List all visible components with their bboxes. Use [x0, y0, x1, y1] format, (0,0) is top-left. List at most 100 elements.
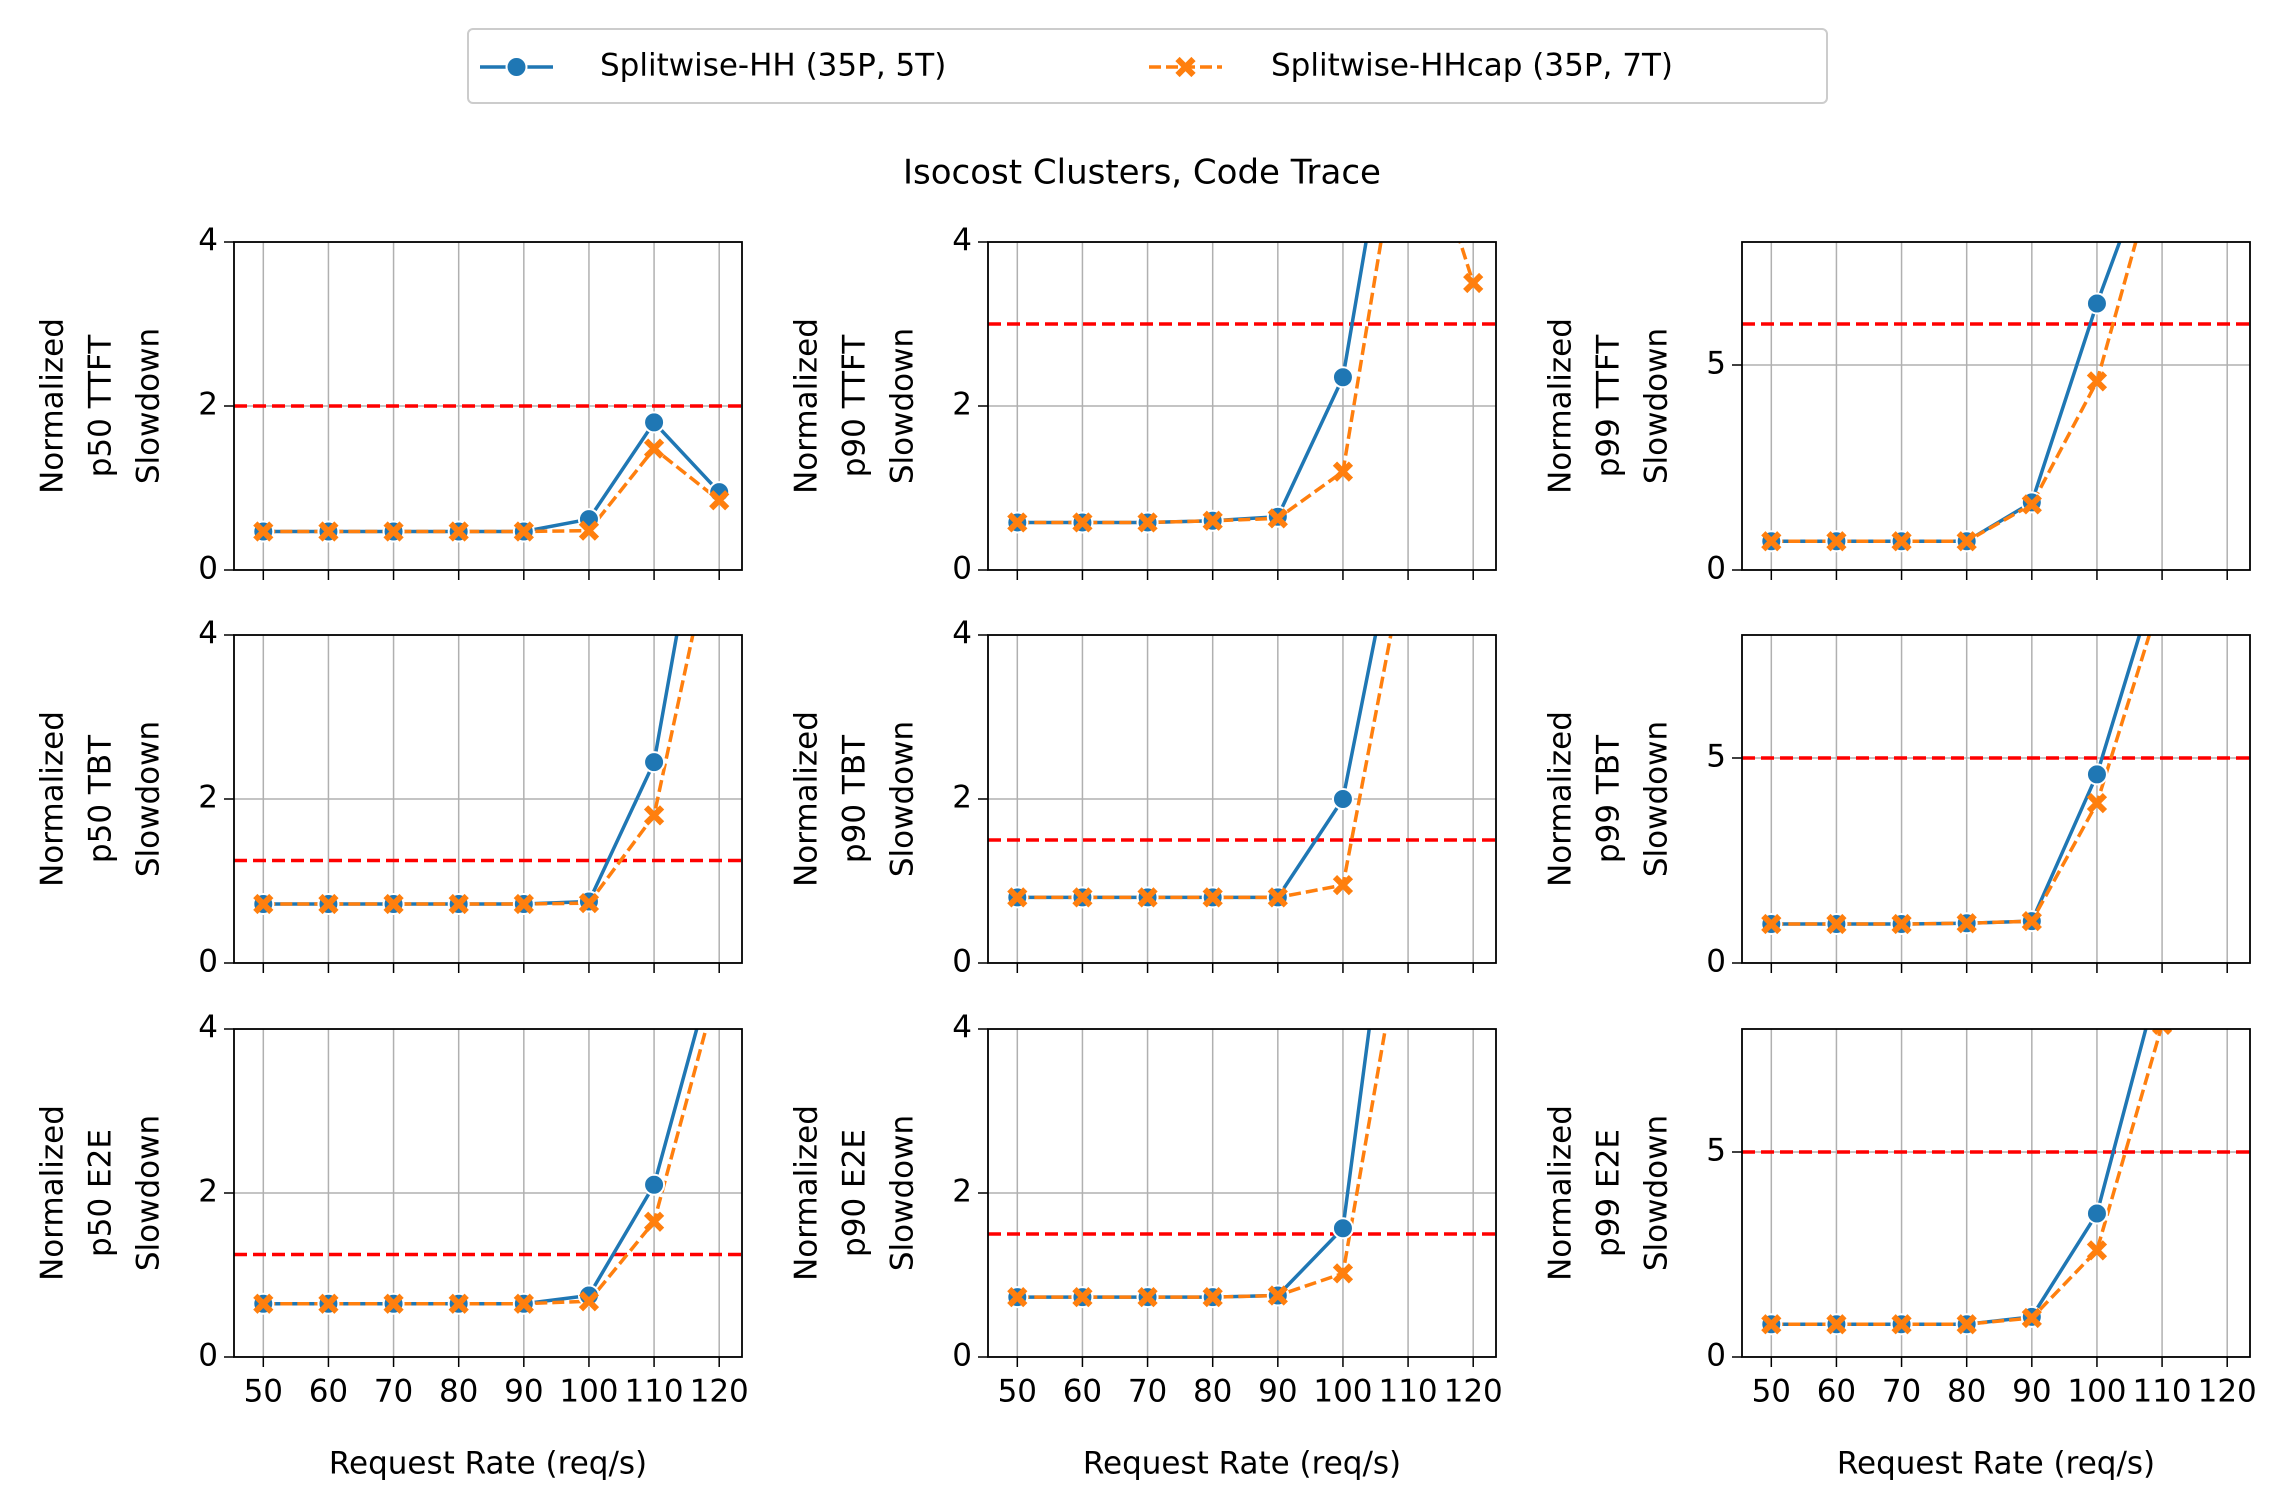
y-axis-label: Slowdown	[131, 328, 167, 484]
marker	[1761, 913, 1782, 935]
legend-marker	[1175, 56, 1196, 78]
marker	[1956, 1314, 1977, 1335]
axes-frame	[233, 241, 743, 571]
y-axis-label: Slowdown	[131, 721, 167, 877]
x-tick-label: 70	[1882, 1374, 1921, 1410]
marker	[1267, 887, 1288, 908]
marker	[448, 521, 469, 542]
y-tick-label: 0	[198, 551, 218, 587]
axes-frame	[1741, 241, 2251, 571]
marker	[1137, 1287, 1158, 1308]
x-tick-label: 90	[1258, 1374, 1297, 1410]
marker	[253, 1293, 274, 1314]
y-axis-label: Normalized	[35, 318, 71, 494]
plot-area	[1742, 635, 2250, 963]
y-tick-label: 4	[198, 616, 218, 652]
y-axis-label: p99 E2E	[1591, 1129, 1627, 1257]
subplot: 0 5 Normalized p99 TTFT Slowdown	[1543, 241, 2251, 587]
x-tick-label: 120	[1444, 1374, 1503, 1410]
marker	[2085, 292, 2108, 315]
figure-title: Isocost Clusters, Code Trace	[903, 153, 1381, 193]
axes-frame	[233, 634, 743, 964]
marker	[1826, 531, 1847, 552]
y-tick-label: 2	[952, 780, 972, 816]
marker	[1891, 1314, 1912, 1335]
plot-area	[988, 242, 1496, 570]
subplot: 50 60 70 80 90 100 110 120 0 5 Normalized p99 E2E Sl…	[1543, 1028, 2257, 1482]
x-tick-label: 70	[374, 1374, 413, 1410]
marker	[1331, 366, 1354, 389]
x-tick-label: 80	[1947, 1374, 1986, 1410]
marker	[383, 893, 404, 915]
x-tick-label: 60	[309, 1374, 348, 1410]
x-tick-label: 110	[2132, 1374, 2191, 1410]
marker	[2086, 371, 2108, 392]
y-axis-label: Normalized	[35, 711, 71, 887]
axes-frame	[987, 1028, 1497, 1358]
y-tick-label: 0	[1706, 1338, 1726, 1374]
marker	[253, 521, 274, 542]
y-tick-label: 5	[1706, 1133, 1726, 1169]
y-axis-label: p90 TBT	[837, 734, 873, 863]
subplot: 50 60 70 80 90 100 110 120 0 2 4 Normalized p50 E2E S…	[35, 1010, 749, 1482]
marker	[1007, 887, 1028, 908]
subplot: 0 2 4 Normalized p50 TBT Slowdown	[35, 616, 743, 980]
y-tick-label: 2	[198, 387, 218, 423]
marker	[643, 438, 665, 459]
y-tick-label: 5	[1706, 346, 1726, 382]
marker	[2085, 1202, 2108, 1225]
marker	[2021, 1307, 2042, 1329]
y-tick-label: 4	[198, 223, 218, 259]
y-tick-label: 0	[1706, 551, 1726, 587]
marker	[1137, 887, 1158, 908]
plot-area	[234, 1029, 742, 1357]
x-tick-label: 70	[1128, 1374, 1167, 1410]
marker	[1007, 1287, 1028, 1308]
marker	[513, 1293, 534, 1314]
plot-area	[988, 1029, 1496, 1357]
x-tick-label: 120	[2198, 1374, 2257, 1410]
marker	[577, 1284, 600, 1307]
marker	[1332, 1263, 1354, 1284]
x-axis-label: Request Rate (req/s)	[1083, 1446, 1401, 1482]
marker	[1072, 887, 1093, 908]
y-axis-label: Normalized	[1543, 1105, 1579, 1281]
x-tick-label: 100	[559, 1374, 618, 1410]
y-axis-label: p90 TTFT	[837, 334, 873, 478]
marker	[513, 521, 534, 542]
marker	[2086, 792, 2108, 814]
axes-frame	[1741, 634, 2251, 964]
y-axis-label: p99 TBT	[1591, 734, 1627, 863]
marker	[1761, 1314, 1782, 1335]
marker	[1137, 512, 1158, 533]
x-tick-label: 50	[998, 1374, 1037, 1410]
marker	[1891, 531, 1912, 552]
legend-box	[467, 28, 1828, 104]
plot-area	[988, 635, 1496, 963]
marker	[2151, 1029, 2173, 1036]
plot-area	[234, 242, 742, 570]
marker	[253, 893, 274, 915]
plot-area	[1742, 242, 2250, 570]
y-tick-label: 4	[952, 1010, 972, 1046]
x-tick-label: 60	[1817, 1374, 1856, 1410]
y-axis-label: Normalized	[789, 318, 825, 494]
y-axis-label: Slowdown	[885, 721, 921, 877]
marker	[578, 893, 600, 914]
axes-frame	[233, 1028, 743, 1358]
y-tick-label: 4	[198, 1010, 218, 1046]
x-axis-label: Request Rate (req/s)	[1837, 1446, 2155, 1482]
legend: Splitwise-HH (35P, 5T) Splitwise-HHcap (3…	[480, 48, 1673, 84]
y-axis-label: Slowdown	[1639, 1115, 1675, 1271]
y-axis-label: p50 E2E	[83, 1129, 119, 1257]
x-tick-label: 100	[1313, 1374, 1372, 1410]
y-tick-label: 0	[198, 944, 218, 980]
x-tick-label: 60	[1063, 1374, 1102, 1410]
y-tick-label: 2	[198, 1174, 218, 1210]
y-axis-label: p50 TTFT	[83, 334, 119, 478]
marker	[1202, 510, 1223, 531]
y-axis-label: p99 TTFT	[1591, 334, 1627, 478]
marker	[1332, 874, 1354, 896]
